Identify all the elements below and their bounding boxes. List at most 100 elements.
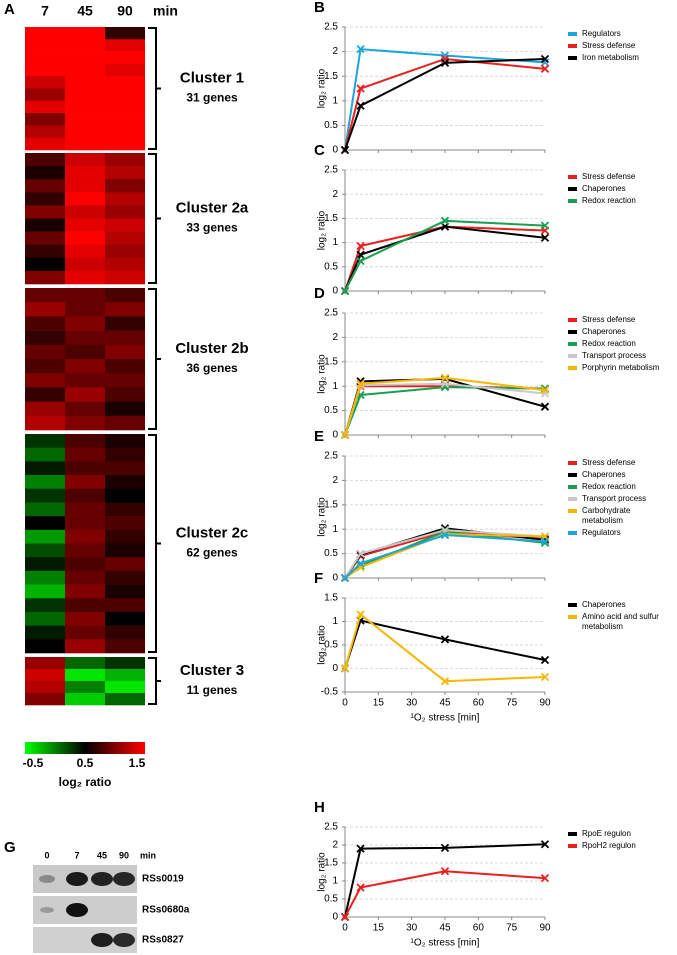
y-tick-label: 2 <box>332 189 338 200</box>
data-point <box>540 233 550 242</box>
series-line <box>344 225 546 292</box>
legend-entry: RpoE regulon <box>568 829 672 839</box>
y-tick-label: 0 <box>332 145 338 156</box>
heatmap-cell <box>65 113 105 126</box>
data-point <box>440 677 450 686</box>
panel-label: H <box>314 799 325 816</box>
heatmap-cell <box>25 557 65 572</box>
heatmap-cell <box>105 63 145 77</box>
heatmap-cell <box>105 330 145 346</box>
series-line <box>344 219 546 292</box>
heatmap-cell <box>25 543 65 558</box>
heatmap-cell <box>65 373 105 388</box>
cluster-bracket <box>148 288 161 430</box>
legend-swatch <box>568 461 577 465</box>
legend-swatch <box>568 354 577 358</box>
series-line <box>344 382 546 436</box>
data-point <box>540 385 550 395</box>
heatmap-cell <box>25 205 65 219</box>
heatmap-cell <box>25 598 65 613</box>
y-axis-label: log₂ ratio <box>317 68 328 108</box>
blot-band <box>40 907 54 913</box>
heatmap-cell <box>25 693 65 706</box>
heatmap-cell <box>65 316 105 331</box>
cluster-bracket <box>148 434 161 653</box>
heatmap-cell <box>25 461 65 476</box>
heatmap-cell <box>25 681 65 694</box>
heatmap-cell <box>25 373 65 388</box>
legend-label: Amino acid and sulfur metabolism <box>582 612 659 631</box>
legend-entry: Redox reaction <box>568 196 672 206</box>
data-point <box>356 101 365 110</box>
heatmap-cell <box>105 415 145 431</box>
heatmap-cell <box>65 179 105 193</box>
cluster-bracket <box>148 27 161 150</box>
lane-label: 0 <box>44 850 49 860</box>
y-tick-label: 2.5 <box>324 22 338 33</box>
legend-entry: Regulators <box>568 528 672 538</box>
cluster-genes: 11 genes <box>187 683 238 697</box>
heatmap-cell <box>65 125 105 138</box>
data-point <box>440 58 450 68</box>
cluster-bracket <box>148 657 161 705</box>
data-point <box>440 867 450 876</box>
heatmap-cell <box>105 100 145 114</box>
blot-band <box>66 903 88 917</box>
x-tick-label: 0 <box>342 923 348 934</box>
legend-swatch <box>568 844 577 848</box>
legend-entry: Stress defense <box>568 315 672 325</box>
y-tick-label: 1 <box>332 237 338 248</box>
heatmap-cell <box>65 488 105 503</box>
y-tick-label: 2 <box>332 840 338 851</box>
y-tick-label: 0 <box>332 663 338 674</box>
heatmap-cell <box>25 288 65 303</box>
heatmap-cell <box>65 88 105 102</box>
heatmap-cell <box>105 153 145 167</box>
panel-label: F <box>314 570 323 587</box>
heatmap-cell <box>65 529 105 544</box>
heatmap-cell <box>105 179 145 193</box>
legend-swatch <box>568 199 577 203</box>
panel-label: D <box>314 285 325 302</box>
data-point <box>356 45 365 54</box>
heatmap-cell <box>105 447 145 462</box>
lane-unit: min <box>140 850 156 860</box>
legend-swatch <box>568 497 577 501</box>
data-point <box>356 549 365 558</box>
heatmap-cell <box>25 330 65 346</box>
heatmap-cell <box>65 218 105 232</box>
gene-label: RSs0827 <box>142 935 184 946</box>
heatmap-cell <box>25 76 65 89</box>
heatmap-cell <box>65 639 105 654</box>
legend-swatch <box>568 832 577 836</box>
heatmap-cell <box>25 434 65 448</box>
x-axis-label: ¹O₂ stress [min] <box>411 938 480 949</box>
heatmap-cell <box>25 359 65 374</box>
x-tick-label: 30 <box>406 923 418 934</box>
data-point <box>540 537 550 546</box>
legend-entry: Transport process <box>568 351 672 361</box>
data-point <box>356 256 365 266</box>
heatmap-cell <box>25 415 65 431</box>
heatmap-cell <box>105 76 145 89</box>
legend-swatch <box>568 615 577 619</box>
y-tick-label: 1 <box>332 381 338 392</box>
legend-entry: Stress defense <box>568 41 672 51</box>
heatmap-cell <box>25 125 65 138</box>
series-line <box>344 529 546 579</box>
heatmap-cell <box>105 270 145 285</box>
y-tick-label: 0.5 <box>324 405 338 416</box>
heatmap-cell <box>25 270 65 285</box>
x-tick-label: 15 <box>373 923 385 934</box>
legend-entry: Chaperones <box>568 184 672 194</box>
heatmap-cell <box>25 625 65 640</box>
data-point <box>356 241 365 251</box>
data-point <box>356 84 365 93</box>
heatmap-cell <box>105 257 145 272</box>
data-point <box>340 912 350 922</box>
legend-entry: Stress defense <box>568 172 672 182</box>
heatmap-cell <box>65 401 105 417</box>
heatmap-cell <box>25 447 65 462</box>
heatmap-cell <box>25 344 65 360</box>
